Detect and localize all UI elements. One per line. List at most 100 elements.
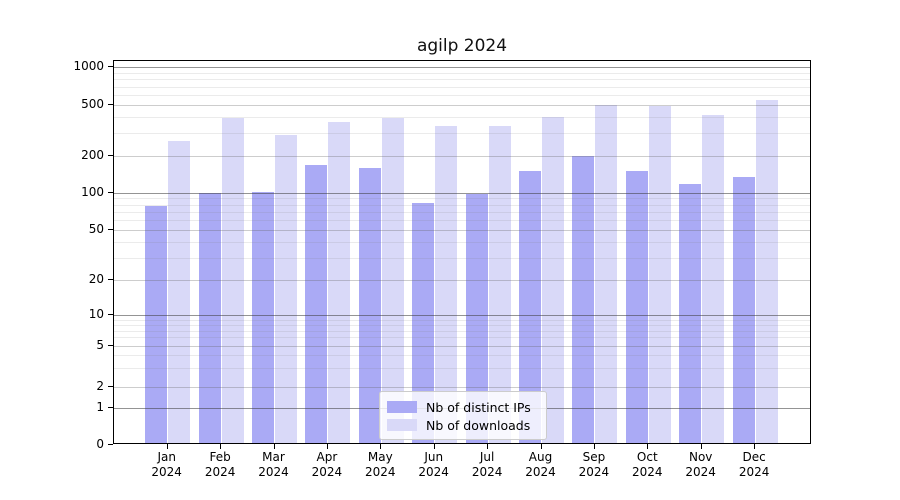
gridline-major	[114, 345, 810, 347]
bar-downloads	[381, 118, 404, 443]
bar-downloads	[595, 104, 618, 443]
y-tick-label: 2	[96, 378, 104, 393]
bars-layer	[114, 61, 810, 443]
bar-distinct-ips	[732, 176, 755, 443]
y-tick-mark	[108, 444, 113, 445]
bar-downloads	[542, 116, 564, 443]
y-tick-label: 1000	[73, 59, 104, 73]
legend-row-downloads: Nb of downloads	[387, 417, 538, 433]
bar-downloads	[488, 125, 511, 443]
gridline-major	[114, 67, 810, 68]
gridline-major	[114, 105, 810, 106]
x-tick-mark	[593, 444, 595, 449]
x-tick-label: Apr 2024	[311, 450, 343, 479]
gridline-major	[114, 230, 810, 231]
y-tick-mark	[108, 66, 113, 67]
x-tick-label: May 2024	[365, 450, 396, 479]
gridline-minor	[114, 211, 810, 213]
bar-distinct-ips	[145, 206, 168, 443]
y-tick-mark	[108, 407, 113, 408]
y-tick-mark	[108, 314, 113, 315]
gridline-major	[114, 279, 810, 281]
gridline-major	[114, 315, 810, 316]
x-tick-mark	[380, 444, 382, 449]
y-tick-label: 5	[96, 337, 104, 352]
x-tick-mark	[700, 444, 702, 449]
gridline-minor	[114, 330, 810, 332]
y-tick-mark	[108, 385, 113, 387]
gridline-minor	[114, 72, 810, 74]
gridline-minor	[114, 117, 810, 119]
y-tick-label: 200	[81, 147, 104, 162]
bar-downloads	[328, 122, 351, 443]
gridline-minor	[114, 79, 810, 81]
x-tick-mark	[220, 444, 222, 449]
x-tick-label: Sep 2024	[578, 450, 610, 479]
bar-distinct-ips	[198, 193, 221, 443]
x-tick-mark	[273, 444, 275, 449]
grid-layer	[114, 61, 810, 443]
x-tick-label: Jan 2024	[151, 450, 182, 479]
x-tick-mark	[166, 444, 168, 449]
gridline-minor	[114, 337, 810, 339]
bar-downloads	[702, 114, 725, 443]
gridline-minor	[114, 198, 810, 200]
gridline-minor	[114, 204, 810, 206]
legend-swatch-downloads	[387, 419, 417, 431]
y-tick-label: 50	[88, 222, 104, 236]
y-tick-label: 100	[81, 184, 104, 199]
gridline-major	[114, 386, 810, 388]
legend-swatch-distinct-ips	[387, 401, 417, 413]
chart-title: agilp 2024	[416, 36, 508, 56]
bar-distinct-ips	[305, 165, 328, 443]
legend-label-distinct-ips: Nb of distinct IPs	[426, 399, 531, 415]
gridline-major	[114, 192, 810, 194]
gridline-minor	[114, 324, 810, 326]
legend-label-downloads: Nb of downloads	[426, 417, 531, 433]
gridline-minor	[114, 319, 810, 321]
legend: Nb of distinct IPs Nb of downloads	[379, 391, 547, 440]
x-tick-mark	[647, 444, 649, 449]
x-tick-label: Nov 2024	[685, 450, 716, 479]
y-tick-mark	[108, 191, 113, 193]
x-tick-label: Aug 2024	[525, 450, 556, 479]
bar-downloads	[221, 118, 244, 443]
gridline-minor	[114, 220, 810, 222]
bar-downloads	[168, 141, 191, 443]
bar-distinct-ips	[465, 193, 488, 443]
bar-distinct-ips	[412, 203, 435, 443]
x-tick-label: Jul 2024	[471, 450, 503, 479]
y-tick-mark	[108, 278, 113, 280]
bar-distinct-ips	[358, 168, 381, 443]
x-tick-label: Mar 2024	[258, 450, 289, 479]
bar-distinct-ips	[519, 171, 541, 443]
x-tick-label: Feb 2024	[204, 450, 236, 479]
y-tick-mark	[108, 154, 113, 156]
x-tick-mark	[433, 444, 435, 449]
y-tick-mark	[108, 104, 113, 105]
y-tick-label: 0	[96, 437, 104, 451]
y-tick-label: 500	[81, 97, 104, 111]
x-tick-mark	[540, 444, 542, 449]
bar-distinct-ips	[572, 156, 595, 443]
gridline-minor	[114, 86, 810, 88]
gridline-minor	[114, 355, 810, 357]
x-tick-mark	[487, 444, 489, 449]
bar-downloads	[755, 99, 778, 443]
y-tick-label: 1	[96, 400, 104, 414]
y-tick-label: 10	[88, 307, 104, 321]
y-tick-mark	[108, 229, 113, 230]
bar-distinct-ips	[679, 183, 702, 443]
legend-row-distinct-ips: Nb of distinct IPs	[387, 399, 538, 415]
bar-distinct-ips	[252, 192, 274, 443]
gridline-minor	[114, 95, 810, 96]
gridline-minor	[114, 257, 810, 259]
x-tick-label: Dec 2024	[738, 450, 770, 479]
y-tick-mark	[108, 344, 113, 346]
gridline-minor	[114, 133, 810, 135]
bar-downloads	[435, 126, 458, 443]
x-tick-label: Jun 2024	[418, 450, 449, 479]
gridline-minor	[114, 368, 810, 370]
x-tick-mark	[326, 444, 328, 449]
y-tick-label: 20	[88, 271, 104, 286]
